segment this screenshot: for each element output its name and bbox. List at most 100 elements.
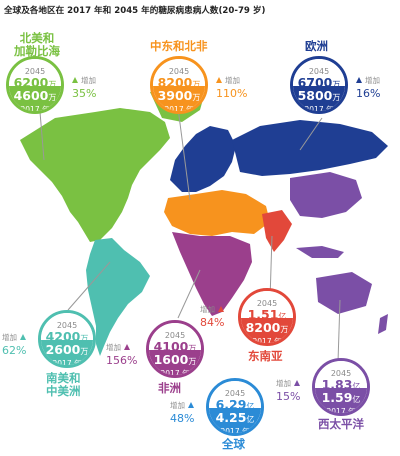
value-2045: 8200 <box>157 75 193 90</box>
page-title: 全球及各地区在 2017 年和 2045 年的糖尿病患病人数(20-79 岁) <box>4 6 266 16</box>
increase-mena: 增加 110% <box>216 73 247 100</box>
map-western-pacific <box>290 172 362 218</box>
increase-western-pacific: 增加 15% <box>276 376 303 403</box>
circle-north-america: 2045 6200万 4600万 2017 年 <box>6 56 64 114</box>
unit-2017: 亿 <box>246 415 255 425</box>
circle-mena: 2045 8200万 3900万 2017 年 <box>150 56 208 114</box>
year-2017-label: 2017 年 <box>20 105 50 114</box>
increase-africa: 增加 156% <box>106 340 137 367</box>
value-2045: 6.29 <box>215 397 247 412</box>
increase-label: 增加 <box>225 76 240 85</box>
unit-2045: 万 <box>192 80 201 89</box>
year-2045-label: 2045 <box>56 321 78 330</box>
increase-value: 15% <box>276 390 301 403</box>
value-2017: 2600 <box>45 342 81 358</box>
increase-value: 62% <box>2 344 27 357</box>
increase-value: 84% <box>200 316 225 329</box>
year-2045-label: 2045 <box>308 67 330 76</box>
increase-label: 增加 <box>200 305 215 314</box>
increase-label: 增加 <box>365 76 380 85</box>
unit-2045: 亿 <box>278 312 287 321</box>
region-name-europe: 欧洲 <box>305 39 328 53</box>
unit-2045: 亿 <box>352 382 361 391</box>
circle-south-east-asia: 2045 1.51亿 8200万 2017 年 <box>238 288 296 346</box>
unit-2017: 万 <box>192 93 201 103</box>
region-name-world: 全球 <box>222 437 245 451</box>
year-2017-label: 2017 年 <box>220 427 250 436</box>
year-2017-label: 2017 年 <box>164 105 194 114</box>
unit-2045: 万 <box>188 344 197 353</box>
year-2017-label: 2017 年 <box>160 369 190 378</box>
increase-label: 增加 <box>170 401 185 410</box>
year-2045-label: 2045 <box>168 67 190 76</box>
map-russia <box>232 120 388 176</box>
map-africa <box>172 232 252 316</box>
circle-world: 2045 6.29亿 4.25亿 2017 年 <box>206 378 264 436</box>
year-2045-label: 2045 <box>164 331 186 340</box>
increase-value: 110% <box>216 87 248 100</box>
map-south-america <box>86 238 150 356</box>
value-2045: 6200 <box>13 75 49 90</box>
increase-north-america: 增加 35% <box>72 73 96 100</box>
region-name-south-east-asia: 东南亚 <box>248 349 283 363</box>
map-south-east-asia <box>262 210 292 252</box>
region-name-western-pacific: 西太平洋 <box>318 417 364 431</box>
circle-africa: 2045 4100万 1600万 2017 年 <box>146 320 204 378</box>
year-2017-label: 2017 年 <box>252 337 282 346</box>
unit-2017: 万 <box>48 93 57 103</box>
unit-2045: 万 <box>80 334 89 343</box>
year-2045-label: 2045 <box>330 369 352 378</box>
map-europe <box>170 126 236 192</box>
increase-value: 16% <box>356 87 381 100</box>
map-mena <box>164 190 270 236</box>
increase-value: 35% <box>72 87 97 100</box>
map-australia <box>316 272 372 314</box>
value-2017: 3900 <box>157 88 193 104</box>
region-name-north-america: 北美和 加勒比海 <box>14 31 60 58</box>
year-2017-label: 2017 年 <box>304 105 334 114</box>
unit-2017: 亿 <box>352 395 361 405</box>
unit-2017: 万 <box>280 325 289 335</box>
year-2045-label: 2045 <box>224 389 246 398</box>
unit-2045: 万 <box>332 80 341 89</box>
increase-label: 增加 <box>106 343 121 352</box>
year-2045-label: 2045 <box>24 67 46 76</box>
circle-europe: 2045 6700万 5800万 2017 年 <box>290 56 348 114</box>
value-2017: 4600 <box>13 88 49 104</box>
value-2045: 1.51 <box>247 307 279 322</box>
circle-western-pacific: 2045 1.83亿 1.59亿 2017 年 <box>312 358 370 416</box>
year-2045-label: 2045 <box>256 299 278 308</box>
increase-label: 增加 <box>2 333 17 342</box>
value-2045: 6700 <box>297 75 333 90</box>
unit-2017: 万 <box>80 347 89 357</box>
value-2045: 4100 <box>153 339 189 354</box>
increase-value: 156% <box>106 354 138 367</box>
increase-world: 增加 48% <box>170 398 197 425</box>
value-2017: 1.59 <box>321 390 353 406</box>
value-2045: 1.83 <box>321 377 353 392</box>
map-north-america <box>20 108 170 242</box>
increase-label: 增加 <box>81 76 96 85</box>
region-name-south-america: 南美和 中美洲 <box>46 371 81 398</box>
map-indonesia <box>296 246 344 258</box>
increase-value: 48% <box>170 412 195 425</box>
unit-2045: 万 <box>48 80 57 89</box>
unit-2017: 万 <box>188 357 197 367</box>
increase-label: 增加 <box>276 379 291 388</box>
unit-2017: 万 <box>332 93 341 103</box>
increase-europe: 增加 16% <box>356 73 380 100</box>
region-name-africa: 非洲 <box>158 381 181 395</box>
increase-south-east-asia: 增加 84% <box>200 302 227 329</box>
value-2017: 4.25 <box>215 410 247 426</box>
value-2017: 1600 <box>153 352 189 368</box>
year-2017-label: 2017 年 <box>326 407 356 416</box>
year-2017-label: 2017 年 <box>52 359 82 368</box>
increase-south-america: 增加 62% <box>2 330 29 357</box>
circle-south-america: 2045 4200万 2600万 2017 年 <box>38 310 96 368</box>
value-2017: 8200 <box>245 320 281 336</box>
region-name-mena: 中东和北非 <box>150 39 208 53</box>
value-2017: 5800 <box>297 88 333 104</box>
value-2045: 4200 <box>45 329 81 344</box>
unit-2045: 亿 <box>246 402 255 411</box>
